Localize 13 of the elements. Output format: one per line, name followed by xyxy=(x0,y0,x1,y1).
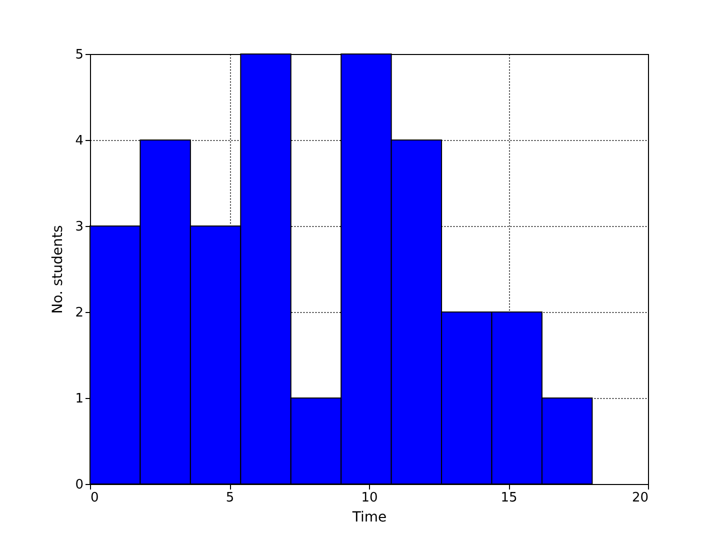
x-tick-label: 20 xyxy=(632,490,648,506)
x-axis-title: Time xyxy=(351,510,387,526)
x-tick-label: 10 xyxy=(361,490,378,506)
y-tick-label: 4 xyxy=(75,134,84,148)
y-tick-label: 5 xyxy=(75,48,84,62)
y-tick-label: 0 xyxy=(75,478,84,492)
y-tick-label: 1 xyxy=(75,392,84,406)
y-axis-title: No. students xyxy=(50,225,66,314)
x-tick-label: 0 xyxy=(90,490,99,506)
y-tick-label: 3 xyxy=(75,220,84,234)
x-tick-label: 15 xyxy=(500,490,518,506)
y-tick-label: 2 xyxy=(75,306,84,320)
x-tick-label: 5 xyxy=(226,490,234,506)
